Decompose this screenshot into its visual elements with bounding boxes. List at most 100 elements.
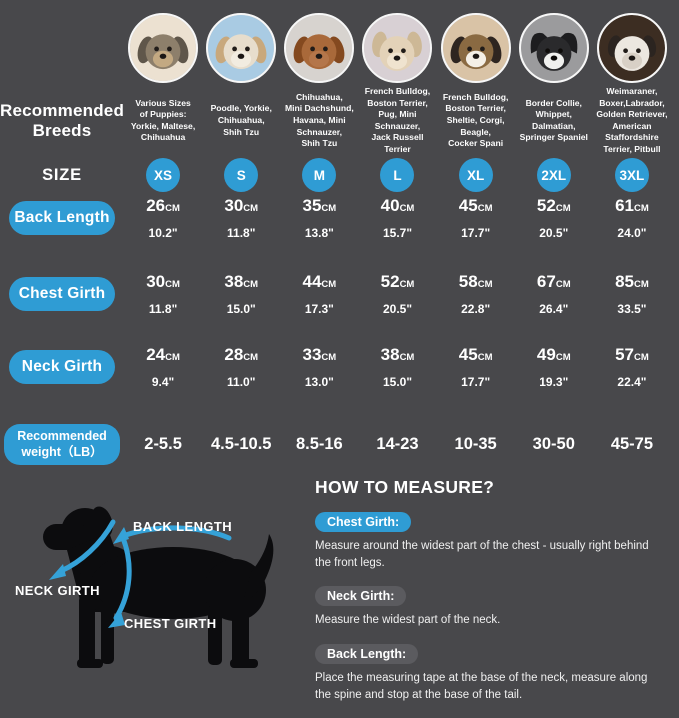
breed-list: Chihuahua, Mini Dachshund, Havana, Mini … — [284, 91, 354, 149]
size-row: SIZE XS S M L XL 2XL 3XL — [0, 158, 679, 192]
measurement-cm: 28CM — [224, 345, 259, 364]
measurement-cm: 40CM — [380, 196, 415, 215]
measurement-inch: 22.8" — [461, 302, 491, 316]
dog-face-icon — [208, 15, 275, 81]
diagram-chest-girth-label: CHEST GIRTH — [124, 616, 217, 631]
neck-girth-row: Neck Girth 24CM 9.4" 28CM 11.0" 33CM 13.0" … — [0, 344, 679, 390]
dog-face-icon — [286, 15, 353, 81]
measurement-cm: 38CM — [380, 345, 415, 364]
measurement-inch: 9.4" — [151, 375, 175, 389]
breeds-header-cell: Recommended Breeds — [0, 101, 124, 141]
measurement-inch: 17.7" — [461, 226, 491, 240]
back-length-line — [120, 525, 232, 541]
measurement-inch: 26.4" — [539, 302, 569, 316]
chest-girth-instruction-text: Measure around the widest part of the ch… — [315, 540, 649, 569]
measurement-cm: 38CM — [224, 272, 259, 291]
measurement-inch: 11.0" — [227, 375, 256, 389]
dog-photo-circle — [206, 13, 277, 83]
measurement-cm: 33CM — [302, 345, 337, 364]
size-badge-xs: XS — [146, 158, 181, 192]
weight-value: 2-5.5 — [144, 434, 182, 453]
measurement-inch: 11.8" — [227, 226, 256, 240]
measurement-inch: 33.5" — [617, 302, 647, 316]
size-badge-3xl: 3XL — [614, 158, 649, 192]
weight-value: 14-23 — [376, 434, 419, 453]
measurement-cm: 44CM — [302, 272, 337, 291]
breed-list: French Bulldog, Boston Terrier, Sheltie,… — [442, 91, 509, 149]
dog-face-icon — [598, 15, 665, 81]
measurement-cm: 24CM — [146, 345, 180, 364]
measurement-cm: 58CM — [458, 272, 493, 291]
measurement-cm: 30CM — [224, 196, 259, 215]
neck-girth-line — [58, 519, 116, 574]
breed-list: French Bulldog, Boston Terrier, Pug, Min… — [364, 86, 431, 154]
size-badge-s: S — [224, 158, 259, 192]
measurement-cm: 49CM — [536, 345, 571, 364]
dog-photo-circle — [284, 13, 355, 83]
diagram-neck-girth-label: NECK GIRTH — [15, 583, 100, 598]
measurement-cm: 45CM — [458, 345, 493, 364]
measurement-cm: 35CM — [302, 196, 337, 215]
dog-photo-pitbull — [593, 13, 671, 83]
measurement-inch: 10.2" — [148, 226, 178, 240]
dog-photo-circle — [596, 13, 667, 83]
dog-photo-circle — [128, 13, 199, 83]
measurement-cm: 57CM — [615, 345, 649, 364]
measurement-cm: 52CM — [380, 272, 415, 291]
dog-measurement-diagram: BACK LENGTH NECK GIRTH CHEST GIRTH — [5, 472, 310, 691]
measurement-inch: 24.0" — [617, 226, 647, 240]
measurement-cm: 45CM — [458, 196, 493, 215]
breed-list: Border Collie, Whippet, Dalmatian, Sprin… — [519, 97, 588, 143]
dog-photo-shihtzu — [202, 13, 280, 83]
how-to-measure-section: BACK LENGTH NECK GIRTH CHEST GIRTH HOW T… — [0, 472, 679, 701]
recommended-breeds-row: Recommended Breeds Various Sizes of Pupp… — [0, 86, 679, 154]
dog-face-icon — [130, 15, 197, 81]
dog-face-icon — [364, 15, 431, 81]
measure-item-neck: Neck Girth: Measure the widest part of t… — [315, 586, 671, 629]
recommended-weight-row: Recommended weight（LB） 2-5.5 4.5-10.5 8.… — [0, 424, 679, 465]
neck-girth-arrowhead — [49, 564, 66, 580]
back-length-row: Back Length 26CM 10.2" 30CM 11.8" 35CM 13.8… — [0, 195, 679, 241]
weight-value: 8.5-16 — [295, 434, 343, 453]
dog-photo-circle — [440, 13, 511, 83]
measurement-cm: 26CM — [146, 196, 180, 215]
measurement-inch: 19.3" — [539, 375, 569, 389]
back-length-instruction-text: Place the measuring tape at the base of … — [315, 672, 648, 701]
dog-face-icon — [520, 15, 587, 81]
dog-photos-row — [0, 12, 679, 84]
recommended-breeds-title: Recommended Breeds — [0, 100, 125, 140]
dog-photo-dachshund — [280, 13, 358, 83]
breed-list: Weimaraner, Boxer,Labrador, Golden Retri… — [596, 86, 668, 154]
breed-list: Poodle, Yorkie, Chihuahua, Shih Tzu — [210, 103, 272, 137]
how-to-measure-title: HOW TO MEASURE? — [315, 477, 495, 497]
measurement-inch: 22.4" — [617, 375, 647, 389]
breed-list: Various Sizes of Puppies: Yorkie, Maltes… — [130, 97, 196, 143]
measurement-inch: 20.5" — [539, 226, 569, 240]
measure-item-back: Back Length: Place the measuring tape at… — [315, 644, 671, 703]
measurement-inch: 11.8" — [148, 302, 178, 316]
measure-instructions-panel: HOW TO MEASURE? Chest Girth: Measure aro… — [315, 477, 671, 718]
diagram-back-length-label: BACK LENGTH — [133, 519, 233, 534]
measurement-inch: 17.7" — [461, 375, 491, 389]
neck-girth-instruction-label: Neck Girth: — [315, 586, 407, 607]
size-badge-xl: XL — [458, 158, 493, 192]
measurement-inch: 15.0" — [226, 302, 256, 316]
dog-photo-yorkie — [124, 13, 202, 83]
measurement-cm: 67CM — [536, 272, 571, 291]
back-length-instruction-label: Back Length: — [315, 644, 419, 665]
weight-value: 45-75 — [610, 434, 654, 453]
measurement-cm: 30CM — [146, 272, 180, 291]
size-badge-l: L — [380, 158, 415, 192]
measurement-inch: 13.0" — [304, 375, 334, 389]
weight-value: 10-35 — [454, 434, 497, 453]
dog-photo-circle — [518, 13, 589, 83]
chest-girth-instruction-label: Chest Girth: — [315, 512, 412, 532]
dog-size-chart: Recommended Breeds Various Sizes of Pupp… — [0, 12, 679, 701]
size-row-title: SIZE — [42, 165, 82, 184]
measurement-inch: 15.7" — [382, 226, 413, 240]
measurement-inch: 13.8" — [304, 226, 334, 240]
neck-girth-label: Neck Girth — [9, 350, 115, 384]
size-badge-m: M — [302, 158, 337, 192]
weight-value: 30-50 — [532, 434, 575, 453]
measure-item-chest: Chest Girth: Measure around the widest p… — [315, 512, 671, 571]
